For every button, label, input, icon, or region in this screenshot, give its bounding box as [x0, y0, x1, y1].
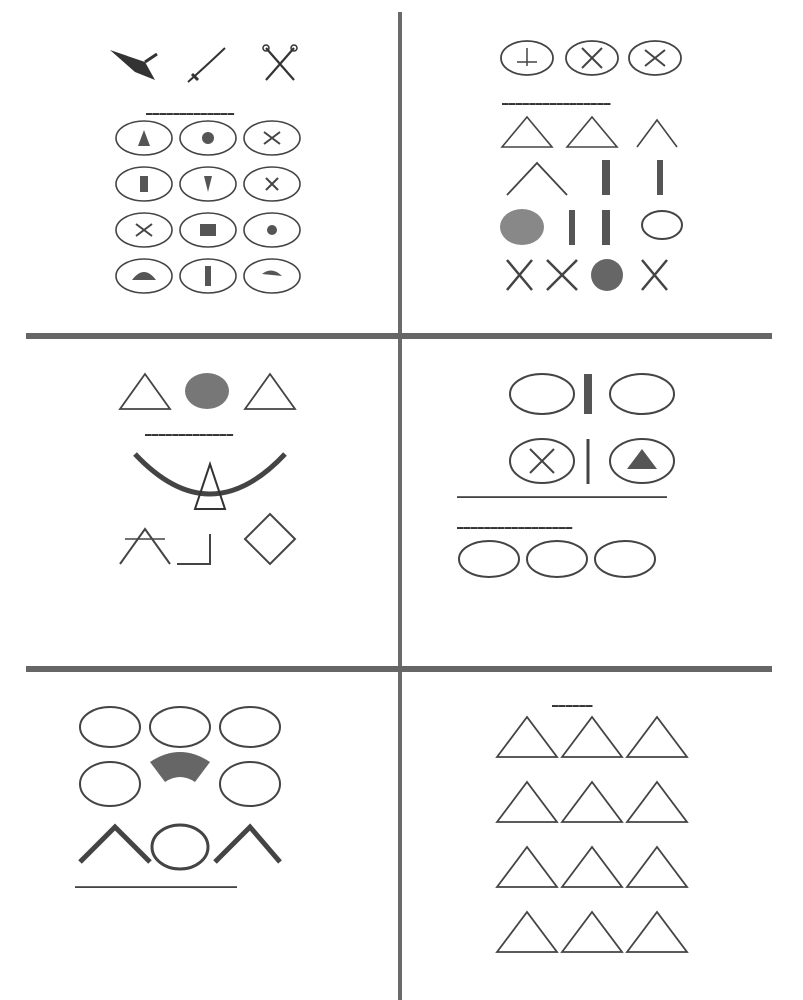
panel-3: ▬▬▬▬▬▬▬▬▬▬▬▬▬ — [0, 339, 398, 666]
wreath-emblem-row — [458, 540, 656, 578]
trowel-icon — [110, 50, 158, 80]
square-and-compasses-row — [119, 512, 297, 566]
panel-1: ▬▬▬▬▬▬▬▬▬▬▬▬▬ — [0, 0, 398, 333]
collar-jewel — [133, 452, 287, 510]
mixed-emblem-row — [500, 209, 683, 245]
vertical-divider — [398, 12, 402, 1000]
wreath-emblem-grid — [115, 120, 301, 294]
section-heading: ▬▬▬▬▬▬▬▬▬▬▬▬▬▬▬▬▬ — [457, 524, 573, 531]
section-heading: ▬▬▬▬▬▬▬▬▬▬▬▬▬ — [146, 110, 235, 117]
horizontal-divider-bottom — [26, 666, 772, 672]
panel-4: ▬▬▬▬▬▬▬▬▬▬▬▬▬▬▬▬▬▬▬▬▬▬▬▬▬▬▬▬▬▬▬▬▬▬▬ ▬▬▬▬… — [402, 339, 803, 666]
large-wreath-grid — [509, 373, 675, 484]
sword-icon — [187, 47, 226, 83]
panel-2: ▬▬▬▬▬▬▬▬▬▬▬▬▬▬▬▬ — [402, 0, 803, 333]
crossed-keys-icon — [262, 44, 298, 81]
triangle-emblem-row — [500, 115, 678, 148]
compass-emblem-row — [506, 160, 663, 196]
panel-6: ▬▬▬▬▬▬ — [402, 672, 803, 1000]
triangle-trio — [118, 372, 297, 410]
panel-5: ▬▬▬▬▬▬▬▬▬▬▬▬▬▬▬▬▬▬▬▬▬▬▬▬▬▬▬ — [0, 672, 398, 1000]
horizontal-divider-top — [26, 333, 772, 339]
wreath-emblem-grid — [79, 706, 281, 807]
crossed-tools-row — [506, 259, 668, 291]
caption-text-line: ▬▬▬▬▬▬▬▬▬▬▬▬▬▬▬▬▬▬▬▬▬▬▬▬▬▬▬▬▬▬▬▬▬▬▬ — [457, 494, 667, 500]
level-and-plumb-row — [78, 823, 282, 871]
section-heading: ▬▬▬▬▬▬ — [552, 702, 593, 709]
triangle-emblem-grid — [495, 715, 689, 953]
section-heading: ▬▬▬▬▬▬▬▬▬▬▬▬▬▬▬▬ — [502, 100, 611, 107]
wreath-emblem-row — [500, 40, 682, 76]
section-heading: ▬▬▬▬▬▬▬▬▬▬▬▬▬ — [145, 431, 234, 438]
caption-text-line: ▬▬▬▬▬▬▬▬▬▬▬▬▬▬▬▬▬▬▬▬▬▬▬▬▬▬▬ — [75, 884, 237, 890]
